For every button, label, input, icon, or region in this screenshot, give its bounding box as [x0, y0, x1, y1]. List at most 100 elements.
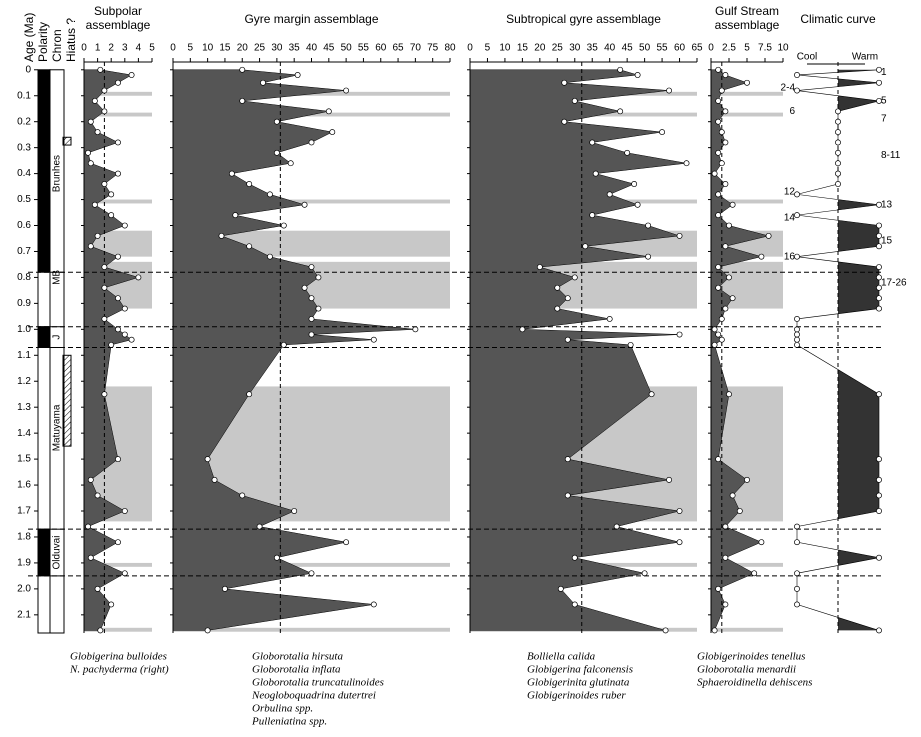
x-tick-label: 7.5	[758, 43, 772, 54]
data-point	[876, 243, 882, 250]
data-point	[101, 87, 108, 94]
data-point	[232, 212, 239, 219]
shaded-interval	[711, 562, 783, 567]
data-point	[835, 129, 841, 136]
data-point	[676, 331, 683, 338]
data-point	[101, 108, 108, 115]
data-point	[715, 331, 722, 338]
data-point	[617, 66, 624, 73]
chron-label: Olduvai	[52, 536, 63, 570]
data-point	[564, 336, 571, 343]
data-point	[835, 108, 841, 115]
x-tick-label: 50	[639, 43, 651, 54]
data-point	[744, 79, 750, 86]
data-point	[85, 523, 92, 530]
data-point	[370, 601, 377, 608]
species-name: Globorotalia hirsuta	[252, 651, 343, 663]
data-point	[101, 181, 108, 187]
shaded-interval	[173, 562, 450, 567]
data-point	[571, 274, 578, 281]
data-point	[582, 243, 589, 250]
chron-label: Brunhes	[52, 155, 63, 192]
species-name: Globigerina bulloides	[70, 651, 167, 663]
data-point	[108, 341, 115, 348]
area	[83, 69, 140, 631]
data-point	[758, 539, 765, 546]
y-tick-label: 0.3	[17, 142, 31, 153]
data-point	[85, 149, 92, 156]
data-point	[715, 284, 722, 291]
data-point	[218, 232, 225, 239]
data-point	[718, 316, 725, 322]
x-tick-label: 70	[410, 43, 422, 54]
data-point	[624, 149, 631, 156]
x-tick-label: 10	[499, 43, 511, 54]
data-point	[606, 191, 613, 198]
data-point	[876, 456, 882, 463]
data-point	[221, 585, 228, 592]
data-point	[794, 570, 800, 577]
data-point	[722, 243, 729, 250]
data-point	[765, 232, 772, 239]
data-point	[876, 79, 882, 86]
data-point	[718, 336, 725, 343]
data-point	[108, 601, 115, 608]
data-point	[794, 253, 800, 260]
column-header: Hiatus ?	[64, 18, 78, 62]
x-tick-label: 40	[306, 43, 318, 54]
data-point	[876, 222, 882, 229]
data-point	[876, 97, 882, 104]
panel-title: Gyre margin assemblage	[244, 12, 378, 26]
data-point	[343, 539, 350, 546]
data-point	[564, 295, 571, 302]
data-point	[121, 305, 128, 312]
data-point	[722, 139, 729, 146]
data-point	[794, 87, 800, 94]
x-tick-label: 30	[271, 43, 283, 54]
data-point	[273, 118, 280, 125]
stage-label: 5	[881, 96, 887, 107]
data-point	[876, 492, 882, 499]
area	[172, 69, 416, 631]
data-point	[128, 336, 135, 343]
y-tick-label: 1.2	[17, 376, 31, 387]
data-point	[722, 72, 729, 78]
data-point	[627, 341, 634, 348]
data-point	[228, 170, 235, 177]
x-tick-label: 35	[289, 43, 301, 54]
x-tick-label: 45	[323, 43, 335, 54]
data-point	[722, 181, 729, 187]
shaded-interval	[711, 199, 783, 204]
stage-label: 8-11	[881, 150, 901, 161]
data-point	[758, 253, 765, 260]
shaded-interval	[711, 112, 783, 117]
y-tick-label: 0.5	[17, 194, 31, 205]
data-point	[794, 191, 800, 198]
data-point	[662, 627, 669, 634]
species-name: Globorotalia inflata	[252, 664, 341, 676]
data-point	[301, 201, 308, 208]
data-point	[101, 284, 108, 291]
data-point	[835, 118, 841, 125]
x-tick-label: 25	[552, 43, 564, 54]
data-point	[718, 87, 725, 94]
data-point	[726, 222, 732, 229]
data-point	[94, 129, 101, 136]
data-point	[571, 601, 578, 608]
data-point	[726, 274, 732, 281]
hiatus	[62, 136, 72, 146]
data-point	[370, 336, 377, 343]
stage-label: 1	[881, 67, 887, 78]
data-point	[87, 160, 94, 167]
x-tick-label: 10	[777, 43, 789, 54]
y-tick-label: 2.1	[17, 609, 31, 620]
x-tick-label: 15	[219, 43, 231, 54]
shaded-interval	[84, 91, 152, 96]
data-point	[554, 284, 561, 291]
data-point	[273, 554, 280, 561]
y-tick-label: 1.6	[17, 480, 31, 491]
data-point	[101, 391, 108, 398]
data-point	[115, 326, 121, 333]
data-point	[115, 539, 121, 546]
